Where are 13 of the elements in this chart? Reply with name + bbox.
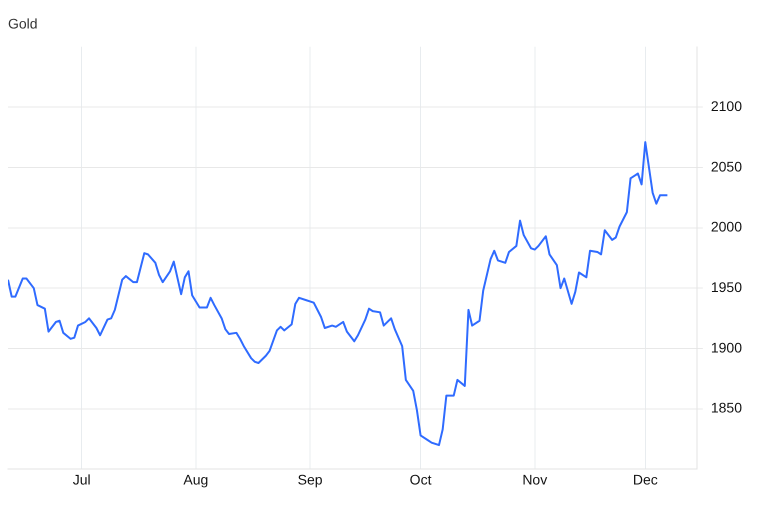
x-tick-label: Aug xyxy=(183,471,208,488)
x-tick-label: Oct xyxy=(410,471,432,488)
y-tick-label: 2050 xyxy=(710,158,742,174)
y-tick-label: 2100 xyxy=(710,98,742,114)
y-tick-label: 2000 xyxy=(710,218,742,235)
y-tick-label: 1950 xyxy=(710,279,742,296)
y-tick-label: 1850 xyxy=(710,400,742,416)
chart-title: Gold xyxy=(8,15,38,32)
x-tick-label: Dec xyxy=(632,471,658,488)
x-tick-label: Sep xyxy=(298,471,323,488)
x-tick-label: Jul xyxy=(72,471,91,488)
x-tick-label: Nov xyxy=(522,471,548,488)
y-tick-label: 1900 xyxy=(710,339,742,356)
